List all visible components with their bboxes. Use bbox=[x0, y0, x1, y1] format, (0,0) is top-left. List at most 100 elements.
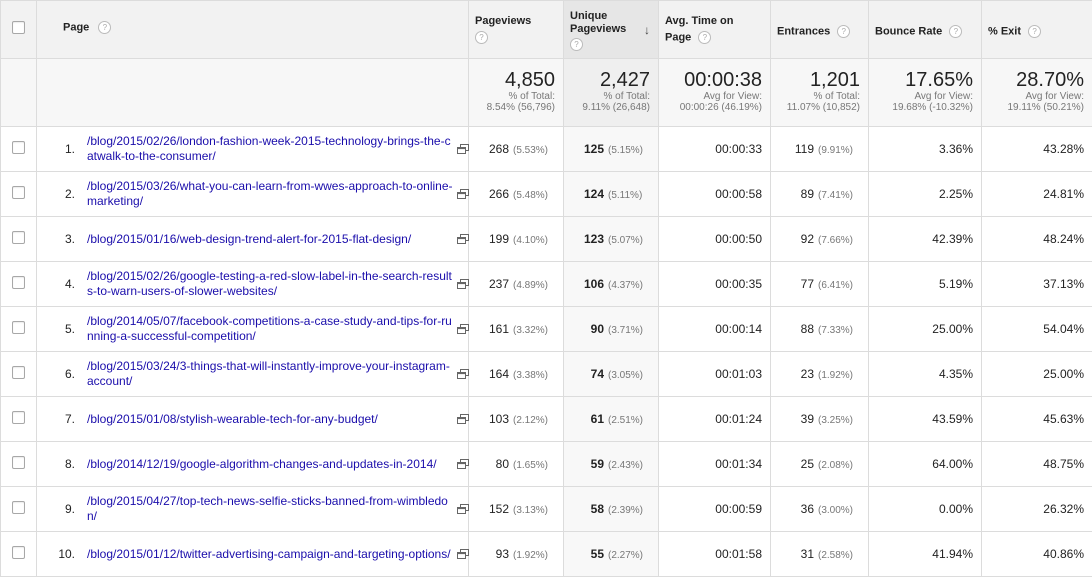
row-checkbox[interactable] bbox=[12, 276, 25, 289]
col-header-unique-pageviews[interactable]: Unique Pageviews ? ↓ bbox=[564, 1, 659, 59]
col-header-page[interactable]: Page ? bbox=[37, 1, 469, 59]
total-entrances-value: 1,201 bbox=[775, 69, 860, 91]
row-checkbox[interactable] bbox=[12, 546, 25, 559]
open-in-new-icon[interactable] bbox=[457, 144, 469, 154]
row-select-cell bbox=[1, 397, 37, 442]
unique-pageviews-cell: 59(2.43%) bbox=[564, 442, 659, 487]
sort-descending-icon[interactable]: ↓ bbox=[644, 23, 650, 37]
unique-pageviews-percent: (3.71%) bbox=[608, 325, 650, 336]
open-in-new-icon[interactable] bbox=[457, 504, 469, 514]
row-checkbox[interactable] bbox=[12, 186, 25, 199]
entrances-percent: (6.41%) bbox=[818, 280, 860, 291]
open-in-new-icon[interactable] bbox=[457, 549, 469, 559]
unique-pageviews-cell: 90(3.71%) bbox=[564, 307, 659, 352]
data-rows: 1. /blog/2015/02/26/london-fashion-week-… bbox=[1, 127, 1092, 577]
entrances-cell: 23 (1.92%) bbox=[771, 352, 869, 397]
help-icon[interactable]: ? bbox=[1028, 25, 1041, 38]
exit-value: 25.00% bbox=[1043, 367, 1084, 381]
page-cell: 8. /blog/2014/12/19/google-algorithm-cha… bbox=[37, 442, 469, 487]
page-url-link[interactable]: /blog/2015/03/26/what-you-can-learn-from… bbox=[87, 179, 453, 209]
pageviews-cell: 199(4.10%) bbox=[469, 217, 564, 262]
open-in-new-icon[interactable] bbox=[457, 189, 469, 199]
table-row: 3. /blog/2015/01/16/web-design-trend-ale… bbox=[1, 217, 1092, 262]
unique-pageviews-percent: (2.43%) bbox=[608, 460, 650, 471]
help-icon[interactable]: ? bbox=[570, 38, 583, 51]
row-index: 1. bbox=[37, 142, 87, 156]
row-select-cell bbox=[1, 352, 37, 397]
entrances-cell: 92(7.66%) bbox=[771, 217, 869, 262]
avg-time-cell: 00:00:14 bbox=[659, 307, 771, 352]
exit-cell: 48.75% bbox=[982, 442, 1092, 487]
pageviews-cell: 164(3.38%) bbox=[469, 352, 564, 397]
open-in-new-icon[interactable] bbox=[457, 369, 469, 379]
col-header-avg-time[interactable]: Avg. Time on Page ? bbox=[659, 1, 771, 59]
col-header-pageviews[interactable]: Pageviews ? bbox=[469, 1, 564, 59]
open-in-new-icon[interactable] bbox=[457, 324, 469, 334]
row-checkbox[interactable] bbox=[12, 456, 25, 469]
bounce-rate-value: 41.94% bbox=[932, 547, 973, 561]
help-icon[interactable]: ? bbox=[475, 31, 488, 44]
row-checkbox[interactable] bbox=[12, 366, 25, 379]
page-url-link[interactable]: /blog/2015/02/26/london-fashion-week-201… bbox=[87, 134, 453, 164]
total-avg-time-value: 00:00:38 bbox=[663, 69, 762, 91]
table-row: 10. /blog/2015/01/12/twitter-advertising… bbox=[1, 532, 1092, 577]
unique-pageviews-percent: (4.37%) bbox=[608, 280, 650, 291]
pageviews-value: 103 bbox=[489, 412, 509, 426]
bounce-rate-cell: 42.39% bbox=[869, 217, 982, 262]
row-checkbox[interactable] bbox=[12, 141, 25, 154]
total-unique-label: % of Total: bbox=[568, 91, 650, 102]
col-header-entrances[interactable]: Entrances ? bbox=[771, 1, 869, 59]
unique-pageviews-value: 106 bbox=[584, 277, 604, 291]
page-url-link[interactable]: /blog/2015/02/26/google-testing-a-red-sl… bbox=[87, 269, 453, 299]
help-icon[interactable]: ? bbox=[698, 31, 711, 44]
bounce-rate-cell: 3.36% bbox=[869, 127, 982, 172]
unique-pageviews-percent: (2.27%) bbox=[608, 550, 650, 561]
entrances-percent: (1.92%) bbox=[818, 370, 860, 381]
pageviews-cell: 80(1.65%) bbox=[469, 442, 564, 487]
total-avg-time-detail: 00:00:26 (46.19%) bbox=[663, 102, 762, 113]
page-url-link[interactable]: /blog/2015/03/24/3-things-that-will-inst… bbox=[87, 359, 453, 389]
table-row: 6. /blog/2015/03/24/3-things-that-will-i… bbox=[1, 352, 1092, 397]
total-pageviews-label: % of Total: bbox=[473, 91, 555, 102]
help-icon[interactable]: ? bbox=[949, 25, 962, 38]
row-checkbox[interactable] bbox=[12, 501, 25, 514]
open-in-new-icon[interactable] bbox=[457, 234, 469, 244]
help-icon[interactable]: ? bbox=[98, 21, 111, 34]
exit-cell: 37.13% bbox=[982, 262, 1092, 307]
page-url-link[interactable]: /blog/2015/01/08/stylish-wearable-tech-f… bbox=[87, 412, 453, 427]
unique-pageviews-cell: 125(5.15%) bbox=[564, 127, 659, 172]
help-icon[interactable]: ? bbox=[837, 25, 850, 38]
page-url-link[interactable]: /blog/2015/01/12/twitter-advertising-cam… bbox=[87, 547, 453, 562]
row-checkbox[interactable] bbox=[12, 321, 25, 334]
entrances-percent: (3.00%) bbox=[818, 505, 860, 516]
total-bounce-detail: 19.68% (-10.32%) bbox=[873, 102, 973, 113]
bounce-rate-value: 64.00% bbox=[932, 457, 973, 471]
bounce-rate-value: 25.00% bbox=[932, 322, 973, 336]
select-all-checkbox[interactable] bbox=[12, 21, 25, 34]
open-in-new-icon[interactable] bbox=[457, 414, 469, 424]
table-row: 1. /blog/2015/02/26/london-fashion-week-… bbox=[1, 127, 1092, 172]
page-url-link[interactable]: /blog/2015/01/16/web-design-trend-alert-… bbox=[87, 232, 453, 247]
col-header-bounce-rate[interactable]: Bounce Rate ? bbox=[869, 1, 982, 59]
total-exit: 28.70% Avg for View: 19.11% (50.21%) bbox=[982, 59, 1092, 127]
exit-value: 37.13% bbox=[1043, 277, 1084, 291]
page-url-link[interactable]: /blog/2015/04/27/top-tech-news-selfie-st… bbox=[87, 494, 453, 524]
unique-pageviews-cell: 55(2.27%) bbox=[564, 532, 659, 577]
exit-value: 40.86% bbox=[1043, 547, 1084, 561]
open-in-new-icon[interactable] bbox=[457, 459, 469, 469]
exit-cell: 26.32% bbox=[982, 487, 1092, 532]
page-url-link[interactable]: /blog/2014/12/19/google-algorithm-change… bbox=[87, 457, 453, 472]
row-checkbox[interactable] bbox=[12, 231, 25, 244]
table-row: 9. /blog/2015/04/27/top-tech-news-selfie… bbox=[1, 487, 1092, 532]
row-checkbox[interactable] bbox=[12, 411, 25, 424]
bounce-rate-value: 3.36% bbox=[939, 142, 973, 156]
avg-time-value: 00:00:33 bbox=[715, 142, 762, 156]
pageviews-percent: (4.10%) bbox=[513, 235, 555, 246]
pageviews-percent: (5.48%) bbox=[513, 190, 555, 201]
open-in-new-icon[interactable] bbox=[457, 279, 469, 289]
col-header-exit[interactable]: % Exit ? bbox=[982, 1, 1092, 59]
entrances-value: 23 bbox=[801, 367, 814, 381]
page-url-link[interactable]: /blog/2014/05/07/facebook-competitions-a… bbox=[87, 314, 453, 344]
col-header-entrances-label: Entrances bbox=[777, 25, 830, 37]
pageviews-value: 80 bbox=[496, 457, 509, 471]
